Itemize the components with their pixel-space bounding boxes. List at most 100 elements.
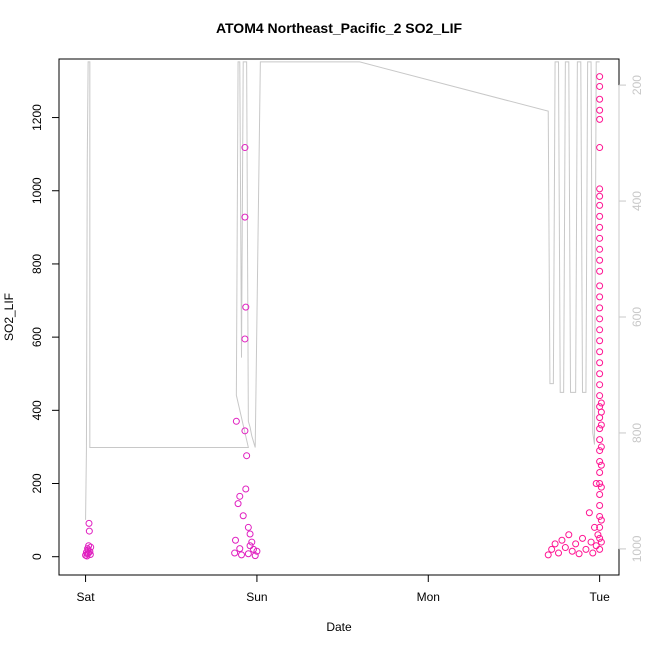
data-point	[544, 551, 552, 559]
x-axis: Sat Sun Mon Tue	[77, 574, 611, 604]
x-tick-label: Sun	[246, 590, 267, 604]
y-tick-label: 600	[30, 327, 44, 347]
data-point	[592, 480, 600, 488]
y-axis-right: 200 400 600 800 1000	[618, 75, 644, 562]
data-point	[236, 545, 244, 553]
data-point	[596, 106, 604, 114]
data-point	[239, 512, 247, 520]
data-point	[596, 392, 604, 400]
data-point	[597, 421, 605, 429]
data-point	[596, 480, 604, 488]
data-point	[234, 500, 242, 508]
plot-frame	[58, 58, 620, 576]
data-point	[596, 545, 604, 553]
data-point	[596, 223, 604, 231]
data-point	[596, 436, 604, 444]
y-right-tick-label: 800	[630, 423, 644, 443]
data-point	[596, 348, 604, 356]
data-point	[596, 523, 604, 531]
data-point	[597, 483, 605, 491]
chart-title: ATOM4 Northeast_Pacific_2 SO2_LIF	[216, 20, 463, 36]
data-point	[596, 315, 604, 323]
data-point	[589, 549, 597, 557]
data-point	[596, 212, 604, 220]
data-point	[242, 485, 250, 493]
y-tick-label: 0	[30, 553, 44, 560]
data-point	[587, 538, 595, 546]
x-axis-label: Date	[326, 620, 352, 634]
data-point	[596, 326, 604, 334]
data-point	[231, 549, 239, 557]
y-right-tick-label: 200	[630, 75, 644, 95]
data-point	[596, 469, 604, 477]
data-point	[237, 551, 245, 559]
data-point	[241, 335, 249, 343]
y-right-tick-label: 600	[630, 307, 644, 327]
data-point	[596, 185, 604, 193]
data-point	[579, 534, 587, 542]
y-right-tick-label: 400	[630, 191, 644, 211]
data-point	[597, 538, 605, 546]
data-point	[596, 95, 604, 103]
data-point	[241, 144, 249, 152]
data-point	[232, 417, 240, 425]
data-point	[243, 452, 251, 460]
data-point	[597, 408, 605, 416]
y-tick-label: 1000	[30, 177, 44, 204]
data-point	[84, 549, 92, 557]
x-tick-label: Tue	[590, 590, 611, 604]
data-point	[596, 337, 604, 345]
y-tick-label: 800	[30, 254, 44, 274]
data-point	[596, 359, 604, 367]
data-point	[596, 245, 604, 253]
x-tick-label: Mon	[417, 590, 440, 604]
data-point	[575, 550, 583, 558]
data-point	[596, 201, 604, 209]
secondary-series-line	[85, 61, 600, 520]
data-point	[244, 550, 252, 558]
data-point	[597, 516, 605, 524]
data-point	[246, 530, 254, 538]
data-point	[87, 543, 95, 551]
x-tick-label: Sat	[77, 590, 96, 604]
data-point	[565, 531, 573, 539]
y-tick-label: 400	[30, 400, 44, 420]
y-axis: 0 200 400 600 800 1000 1200	[30, 104, 60, 560]
y-right-tick-label: 1000	[630, 535, 644, 562]
data-point	[596, 115, 604, 123]
data-point	[596, 490, 604, 498]
data-point	[596, 512, 604, 520]
data-point	[596, 458, 604, 466]
data-point	[596, 256, 604, 264]
y-axis-label: SO2_LIF	[2, 293, 16, 341]
data-point	[596, 425, 604, 433]
data-point	[86, 551, 94, 559]
data-point	[596, 381, 604, 389]
data-point	[242, 303, 250, 311]
data-point	[596, 293, 604, 301]
data-point	[241, 427, 249, 435]
data-point	[253, 547, 261, 555]
data-point	[241, 213, 249, 221]
data-point	[596, 304, 604, 312]
data-point	[568, 547, 576, 555]
data-point	[596, 192, 604, 200]
data-point	[85, 519, 93, 527]
data-point	[594, 531, 602, 539]
data-point	[596, 82, 604, 90]
data-point	[590, 523, 598, 531]
data-point	[251, 552, 259, 560]
data-point	[596, 282, 604, 290]
data-point	[558, 536, 566, 544]
data-point	[597, 443, 605, 451]
data-point	[246, 542, 254, 550]
data-point	[548, 545, 556, 553]
data-point	[248, 538, 256, 546]
data-point	[596, 234, 604, 242]
data-point	[561, 544, 569, 552]
data-point	[596, 267, 604, 275]
data-point	[231, 536, 239, 544]
secondary-line-layer	[85, 61, 600, 520]
data-point	[596, 534, 604, 542]
